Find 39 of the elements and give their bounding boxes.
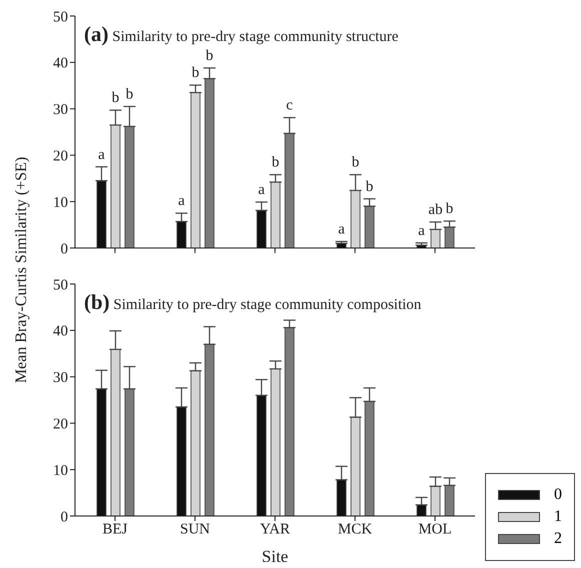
chart-title: (b) Similarity to pre-dry stage community composition xyxy=(84,290,422,315)
data-label: b xyxy=(272,154,280,171)
legend-label: 1 xyxy=(554,508,562,526)
x-tick-label: MCK xyxy=(338,522,372,538)
y-tick-label: 10 xyxy=(53,462,68,479)
y-tick-label: 0 xyxy=(60,241,68,258)
data-label: ab xyxy=(428,202,443,218)
y-tick-label: 50 xyxy=(53,9,68,26)
y-tick-label: 30 xyxy=(53,102,68,118)
x-tick-label: YAR xyxy=(260,522,290,538)
y-tick-label: 30 xyxy=(53,370,68,386)
y-tick-label: 20 xyxy=(53,148,68,165)
data-label: c xyxy=(286,98,294,114)
y-tick-label: 50 xyxy=(53,277,68,294)
data-label: b xyxy=(112,90,120,106)
x-tick-label: SUN xyxy=(180,522,210,538)
data-label: b xyxy=(446,201,454,218)
data-label: b xyxy=(366,178,374,195)
y-tick-label: 40 xyxy=(53,56,68,72)
data-label: a xyxy=(178,193,186,210)
data-label: b xyxy=(126,86,134,102)
x-axis-title: Site xyxy=(262,547,288,566)
x-tick-label: BEJ xyxy=(102,522,128,538)
y-tick-label: 20 xyxy=(53,416,68,433)
chart-title: (a) Similarity to pre-dry stage community structure xyxy=(84,22,398,47)
y-tick-label: 10 xyxy=(53,194,68,211)
data-label: a xyxy=(418,222,426,239)
data-label: b xyxy=(192,65,200,82)
data-label: a xyxy=(258,182,266,198)
y-axis-title: Mean Bray-Curtis Similarity (+SE) xyxy=(13,156,31,384)
x-tick-label: MOL xyxy=(418,522,452,538)
data-label: b xyxy=(352,154,360,171)
legend-label: 2 xyxy=(554,530,562,548)
data-label: b xyxy=(206,48,214,64)
data-label: a xyxy=(338,222,346,238)
data-label: a xyxy=(98,146,106,163)
legend-label: 0 xyxy=(554,486,562,504)
y-tick-label: 0 xyxy=(60,509,68,526)
y-tick-label: 40 xyxy=(53,324,68,340)
